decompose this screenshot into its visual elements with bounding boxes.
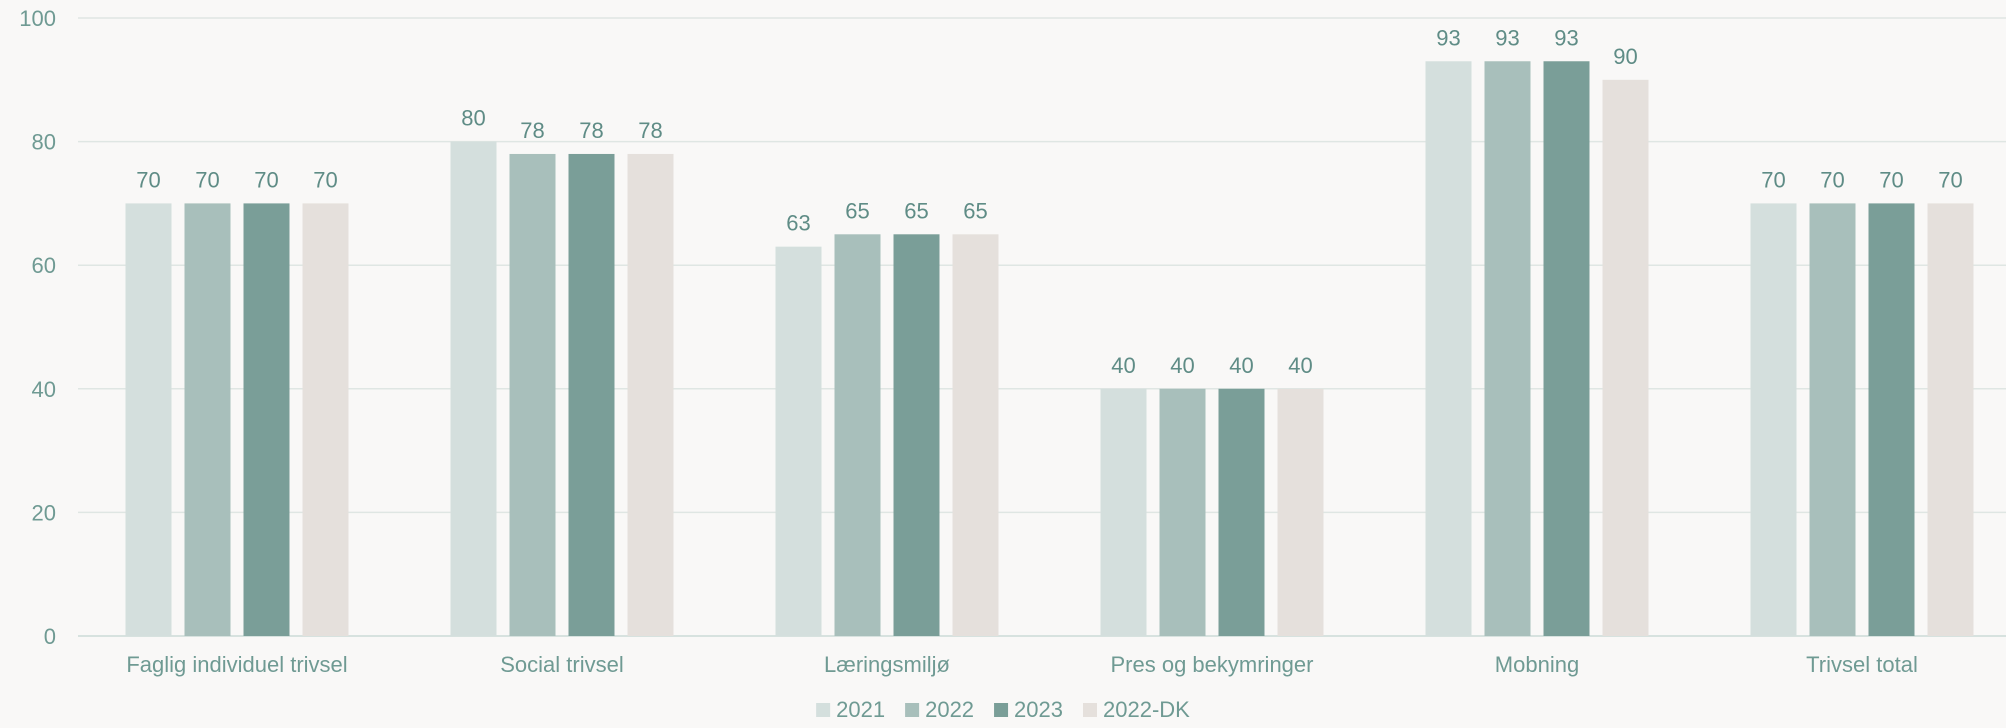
data-label: 70 — [1879, 167, 1903, 192]
legend-swatch — [994, 703, 1009, 717]
data-label: 70 — [195, 167, 219, 192]
bar-2021-2 — [775, 246, 822, 636]
data-label: 65 — [845, 198, 869, 223]
x-axis: Faglig individuel trivsel Social trivsel L… — [126, 652, 1917, 677]
bar-2021-1 — [450, 141, 497, 636]
data-label: 78 — [579, 118, 603, 143]
bar-2022-DK-5 — [1927, 203, 1974, 636]
bar-2023-3 — [1218, 388, 1265, 636]
data-label: 40 — [1111, 353, 1135, 378]
legend-item-2021: 2021 — [816, 697, 885, 722]
data-label: 70 — [313, 167, 337, 192]
legend-swatch — [1083, 703, 1098, 717]
bar-2021-5 — [1750, 203, 1797, 636]
y-tick-label: 80 — [32, 130, 56, 155]
data-label: 93 — [1554, 25, 1578, 50]
data-label: 40 — [1288, 353, 1312, 378]
bar-2022-1 — [509, 153, 556, 636]
grid-lines — [78, 17, 2006, 637]
legend-item-2022-DK: 2022-DK — [1083, 697, 1190, 722]
bars — [125, 61, 1974, 637]
bar-2022-5 — [1809, 203, 1856, 636]
bar-2023-5 — [1868, 203, 1915, 636]
y-tick-label: 40 — [32, 377, 56, 402]
data-label: 65 — [904, 198, 928, 223]
x-category-label: Trivsel total — [1806, 652, 1918, 677]
bar-2022-DK-0 — [302, 203, 349, 636]
y-tick-label: 20 — [32, 500, 56, 525]
x-category-label: Social trivsel — [500, 652, 623, 677]
bar-2021-4 — [1425, 61, 1472, 636]
data-labels: 70 70 70 70 80 78 78 78 63 65 65 65 40 40 40 40 93 93 93 90… — [136, 25, 1962, 378]
data-label: 78 — [520, 118, 544, 143]
legend-swatch — [905, 703, 920, 717]
bar-2021-0 — [125, 203, 172, 636]
bar-2022-2 — [834, 234, 881, 637]
bar-2023-0 — [243, 203, 290, 636]
bar-2022-3 — [1159, 388, 1206, 636]
legend-label: 2022 — [925, 697, 974, 722]
y-tick-label: 60 — [32, 253, 56, 278]
bar-2023-4 — [1543, 61, 1590, 636]
data-label: 90 — [1613, 44, 1637, 69]
data-label: 70 — [1761, 167, 1785, 192]
x-category-label: Faglig individuel trivsel — [126, 652, 347, 677]
data-label: 93 — [1495, 25, 1519, 50]
legend-label: 2023 — [1014, 697, 1063, 722]
legend-swatch — [816, 703, 831, 717]
legend-label: 2021 — [836, 697, 885, 722]
x-category-label: Mobning — [1495, 652, 1579, 677]
y-tick-label: 0 — [44, 624, 56, 649]
data-label: 93 — [1436, 25, 1460, 50]
bar-2022-DK-4 — [1602, 79, 1649, 637]
x-category-label: Læringsmiljø — [824, 652, 950, 677]
data-label: 70 — [1820, 167, 1844, 192]
bar-2023-1 — [568, 153, 615, 636]
bar-2022-0 — [184, 203, 231, 636]
bar-2022-4 — [1484, 61, 1531, 636]
bar-2022-DK-2 — [952, 234, 999, 637]
bar-2022-DK-1 — [627, 153, 674, 636]
data-label: 40 — [1170, 353, 1194, 378]
data-label: 80 — [461, 106, 485, 131]
legend-item-2023: 2023 — [994, 697, 1063, 722]
legend-label: 2022-DK — [1103, 697, 1190, 722]
data-label: 40 — [1229, 353, 1253, 378]
legend-item-2022: 2022 — [905, 697, 974, 722]
bar-2021-3 — [1100, 388, 1147, 636]
data-label: 63 — [786, 211, 810, 236]
y-axis: 0 20 40 60 80 100 — [19, 6, 56, 649]
x-category-label: Pres og bekymringer — [1111, 652, 1314, 677]
data-label: 70 — [1938, 167, 1962, 192]
bar-2022-DK-3 — [1277, 388, 1324, 636]
data-label: 70 — [254, 167, 278, 192]
bar-2023-2 — [893, 234, 940, 637]
legend: 2021 2022 2023 2022-DK — [816, 697, 1190, 722]
data-label: 65 — [963, 198, 987, 223]
y-tick-label: 100 — [19, 6, 56, 31]
data-label: 78 — [638, 118, 662, 143]
data-label: 70 — [136, 167, 160, 192]
